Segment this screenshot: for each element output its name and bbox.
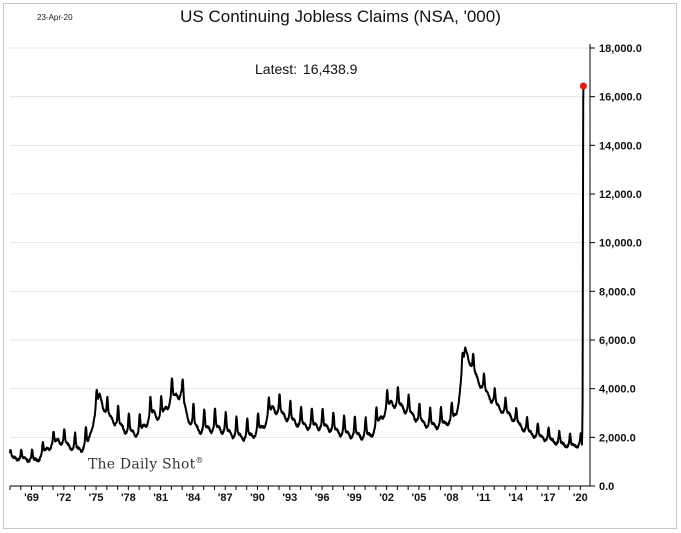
x-tick-label: '96	[315, 492, 330, 504]
x-tick-label: '69	[24, 492, 39, 504]
latest-point	[579, 82, 587, 90]
x-tick-label: '93	[282, 492, 297, 504]
y-tick-label: 12,000.0	[599, 189, 642, 201]
x-tick-label: '84	[186, 492, 202, 504]
x-tick-label: '75	[89, 492, 104, 504]
y-tick-label: 10,000.0	[599, 238, 642, 250]
y-tick-label: 2,000.0	[599, 432, 636, 444]
chart-date: 23-Apr-20	[37, 13, 73, 22]
y-tick-label: 18,000.0	[599, 43, 642, 55]
y-tick-label: 14,000.0	[599, 140, 642, 152]
y-tick-label: 0.0	[599, 481, 614, 493]
x-tick-label: '17	[541, 492, 556, 504]
x-tick-label: '81	[153, 492, 168, 504]
x-tick-label: '02	[379, 492, 394, 504]
x-tick-label: '11	[476, 492, 490, 504]
series-line	[9, 85, 585, 464]
x-tick-label: '14	[508, 492, 524, 504]
x-tick-label: '78	[121, 492, 136, 504]
watermark-logo: The Daily Shot®	[88, 456, 204, 473]
watermark-registered-mark: ®	[195, 456, 204, 465]
chart-title: US Continuing Jobless Claims (NSA, '000)	[180, 7, 501, 26]
x-tick-label: '72	[56, 492, 71, 504]
x-tick-label: '05	[411, 492, 426, 504]
latest-label: Latest:	[255, 61, 298, 77]
x-tick-label: '08	[444, 492, 459, 504]
watermark-text: The Daily Shot	[88, 456, 196, 473]
y-tick-label: 6,000.0	[599, 335, 636, 347]
latest-value: 16,438.9	[302, 61, 358, 77]
latest-annotation: Latest: 16,438.9	[255, 61, 357, 77]
y-tick-label: 8,000.0	[599, 286, 636, 298]
x-tick-label: '87	[218, 492, 233, 504]
y-tick-label: 4,000.0	[599, 384, 636, 396]
chart-frame	[3, 3, 677, 529]
x-tick-label: '90	[250, 492, 265, 504]
y-tick-label: 16,000.0	[599, 92, 642, 104]
x-tick-label: '20	[573, 492, 588, 504]
x-tick-label: '99	[347, 492, 362, 504]
